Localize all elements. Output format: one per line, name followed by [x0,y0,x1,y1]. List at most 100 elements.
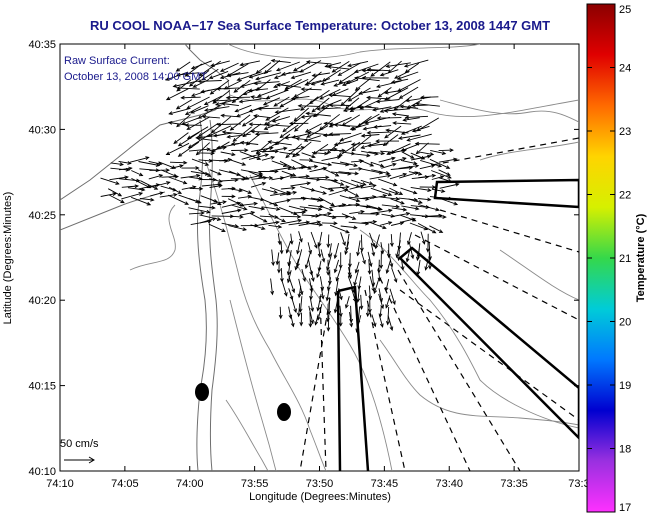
current-vector [388,148,408,154]
current-vector [161,174,180,179]
current-vector [319,88,341,100]
current-vector [221,101,239,107]
current-vector [375,139,399,144]
contour-line [129,204,176,271]
current-vector [226,72,249,78]
dashed-line [379,277,471,471]
current-vector [383,108,410,113]
current-vector [298,220,322,226]
current-vector [349,184,365,190]
current-vector [320,79,340,86]
current-vector [300,87,322,92]
current-vector [361,75,389,80]
current-vector [366,130,391,135]
current-vector [168,108,190,116]
current-vector [341,79,359,87]
current-vector [356,240,361,257]
current-vector [175,99,193,110]
current-vector [280,218,303,225]
current-vector [405,96,432,103]
current-vector [175,61,191,72]
current-vector [420,159,443,168]
current-vector [165,71,189,81]
current-vector [230,215,244,219]
current-vector [279,173,295,180]
current-vector [328,93,351,98]
current-vector [239,60,260,67]
colorbar-tick-label: 17 [619,502,631,514]
buoy-marker [195,383,209,401]
x-tick-label: 74:00 [176,478,204,490]
current-vector [417,223,437,234]
current-vector [389,172,408,180]
current-vector [203,106,230,112]
current-vector [239,188,253,194]
current-vector [333,140,352,147]
current-vector [241,173,264,181]
current-vector [189,186,204,191]
current-vector [389,288,396,306]
current-vector [296,303,301,318]
current-vector [328,185,350,190]
current-vector [420,95,439,100]
current-vector [429,225,444,233]
current-vector [170,164,184,169]
current-vector [319,205,334,212]
dashed-line [364,289,406,471]
current-vector [394,70,410,79]
current-vector [431,188,446,193]
current-vector [305,111,331,117]
current-vector [290,296,297,314]
current-vector [326,259,331,276]
current-vector [401,151,415,159]
current-vector [408,242,415,260]
current-vector [311,97,330,113]
x-tick-label: 74:10 [46,478,74,490]
current-vector [263,60,281,75]
current-vector [411,103,429,108]
current-vector [208,223,226,232]
current-vector [239,140,259,145]
current-vector [390,234,394,248]
buoy-marker [277,403,291,421]
current-vector [251,146,274,152]
current-vector [316,267,321,279]
current-vector [247,88,269,93]
current-vector [379,251,384,270]
current-vector [262,97,281,106]
current-vector [375,80,402,89]
current-vector [347,87,371,102]
current-vector [319,186,335,192]
current-vector [328,103,351,108]
x-tick-label: 74:05 [111,478,139,490]
current-vector [353,269,360,287]
current-vector [278,306,283,320]
current-vector [165,88,189,101]
current-vector [306,125,329,138]
current-vector [158,161,177,170]
current-vector [173,132,189,145]
current-vector [329,224,350,234]
x-tick-label: 73:40 [435,478,463,490]
current-vector [327,65,350,70]
current-vector [165,142,190,155]
current-vector [288,146,306,152]
current-vector [310,78,331,86]
current-vector [379,105,400,113]
current-vector [351,135,372,152]
current-vector [438,169,451,176]
x-tick-label: 73:35 [500,478,528,490]
current-vector [339,194,361,203]
current-vector [197,79,222,84]
current-vector [331,61,350,73]
current-vector [234,104,252,113]
scale-arrow [64,456,95,464]
current-vector [310,231,318,249]
current-vector [361,68,381,73]
current-vector [358,89,380,95]
current-vector [121,184,140,189]
current-vector [176,72,200,77]
current-vector [419,151,435,156]
current-vector [405,251,410,263]
